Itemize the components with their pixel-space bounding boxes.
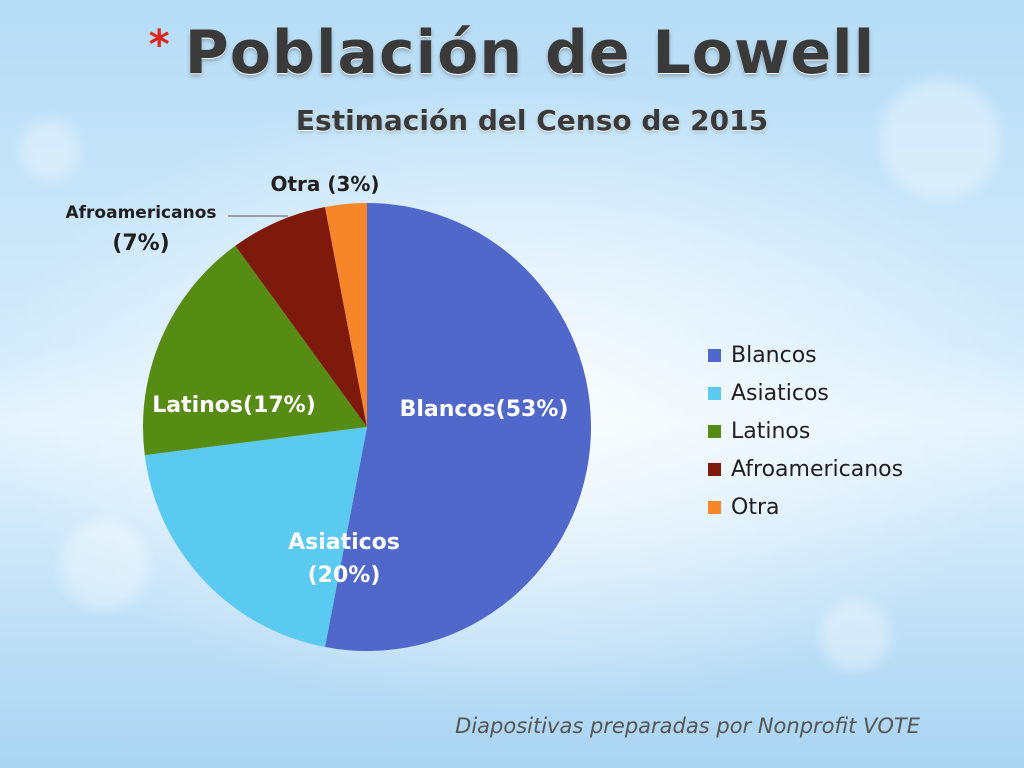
legend-item-asiaticos: Asiaticos [708, 374, 903, 412]
legend-label: Afroamericanos [731, 456, 904, 482]
data-label-blancos: Blancos(53%) [400, 397, 569, 422]
pie-slice-otra [325, 203, 367, 427]
title-area: * Población de Lowell [0, 18, 1024, 88]
legend-item-afroamericanos: Afroamericanos [708, 450, 903, 488]
slide-subtitle: Estimación del Censo de 2015 [295, 104, 769, 137]
chart-legend: Blancos Asiaticos Latinos Afroamericanos Otr… [708, 336, 903, 526]
legend-swatch [708, 348, 721, 362]
legend-item-latinos: Latinos [708, 412, 903, 450]
data-label-afroamericanos: Afroamericanos (7%) [66, 203, 217, 256]
slide-title-text: Población de Lowell [184, 18, 876, 88]
legend-item-otra: Otra [708, 488, 903, 526]
title-bullet: * [148, 22, 171, 68]
data-label-otra: Otra (3%) [270, 172, 379, 196]
legend-swatch [708, 424, 721, 438]
slide-title: * Población de Lowell [149, 18, 875, 88]
pie-slice-blancos [325, 203, 592, 651]
legend-swatch [708, 500, 721, 514]
legend-label: Otra [731, 494, 780, 520]
legend-label: Blancos [731, 342, 817, 368]
legend-label: Latinos [731, 418, 811, 444]
legend-item-blancos: Blancos [708, 336, 903, 374]
pie-slice-asiaticos [144, 427, 367, 648]
data-label-latinos: Latinos(17%) [152, 393, 316, 418]
data-label-asiaticos: Asiaticos (20%) [288, 530, 400, 588]
pie-slice-latinos [143, 245, 367, 456]
legend-swatch [708, 462, 721, 476]
footer-credit: Diapositivas preparadas por Nonprofit VO… [455, 714, 920, 738]
pie-slice-afroamericanos [235, 206, 367, 427]
legend-swatch [708, 386, 721, 400]
legend-label: Asiaticos [731, 380, 829, 406]
